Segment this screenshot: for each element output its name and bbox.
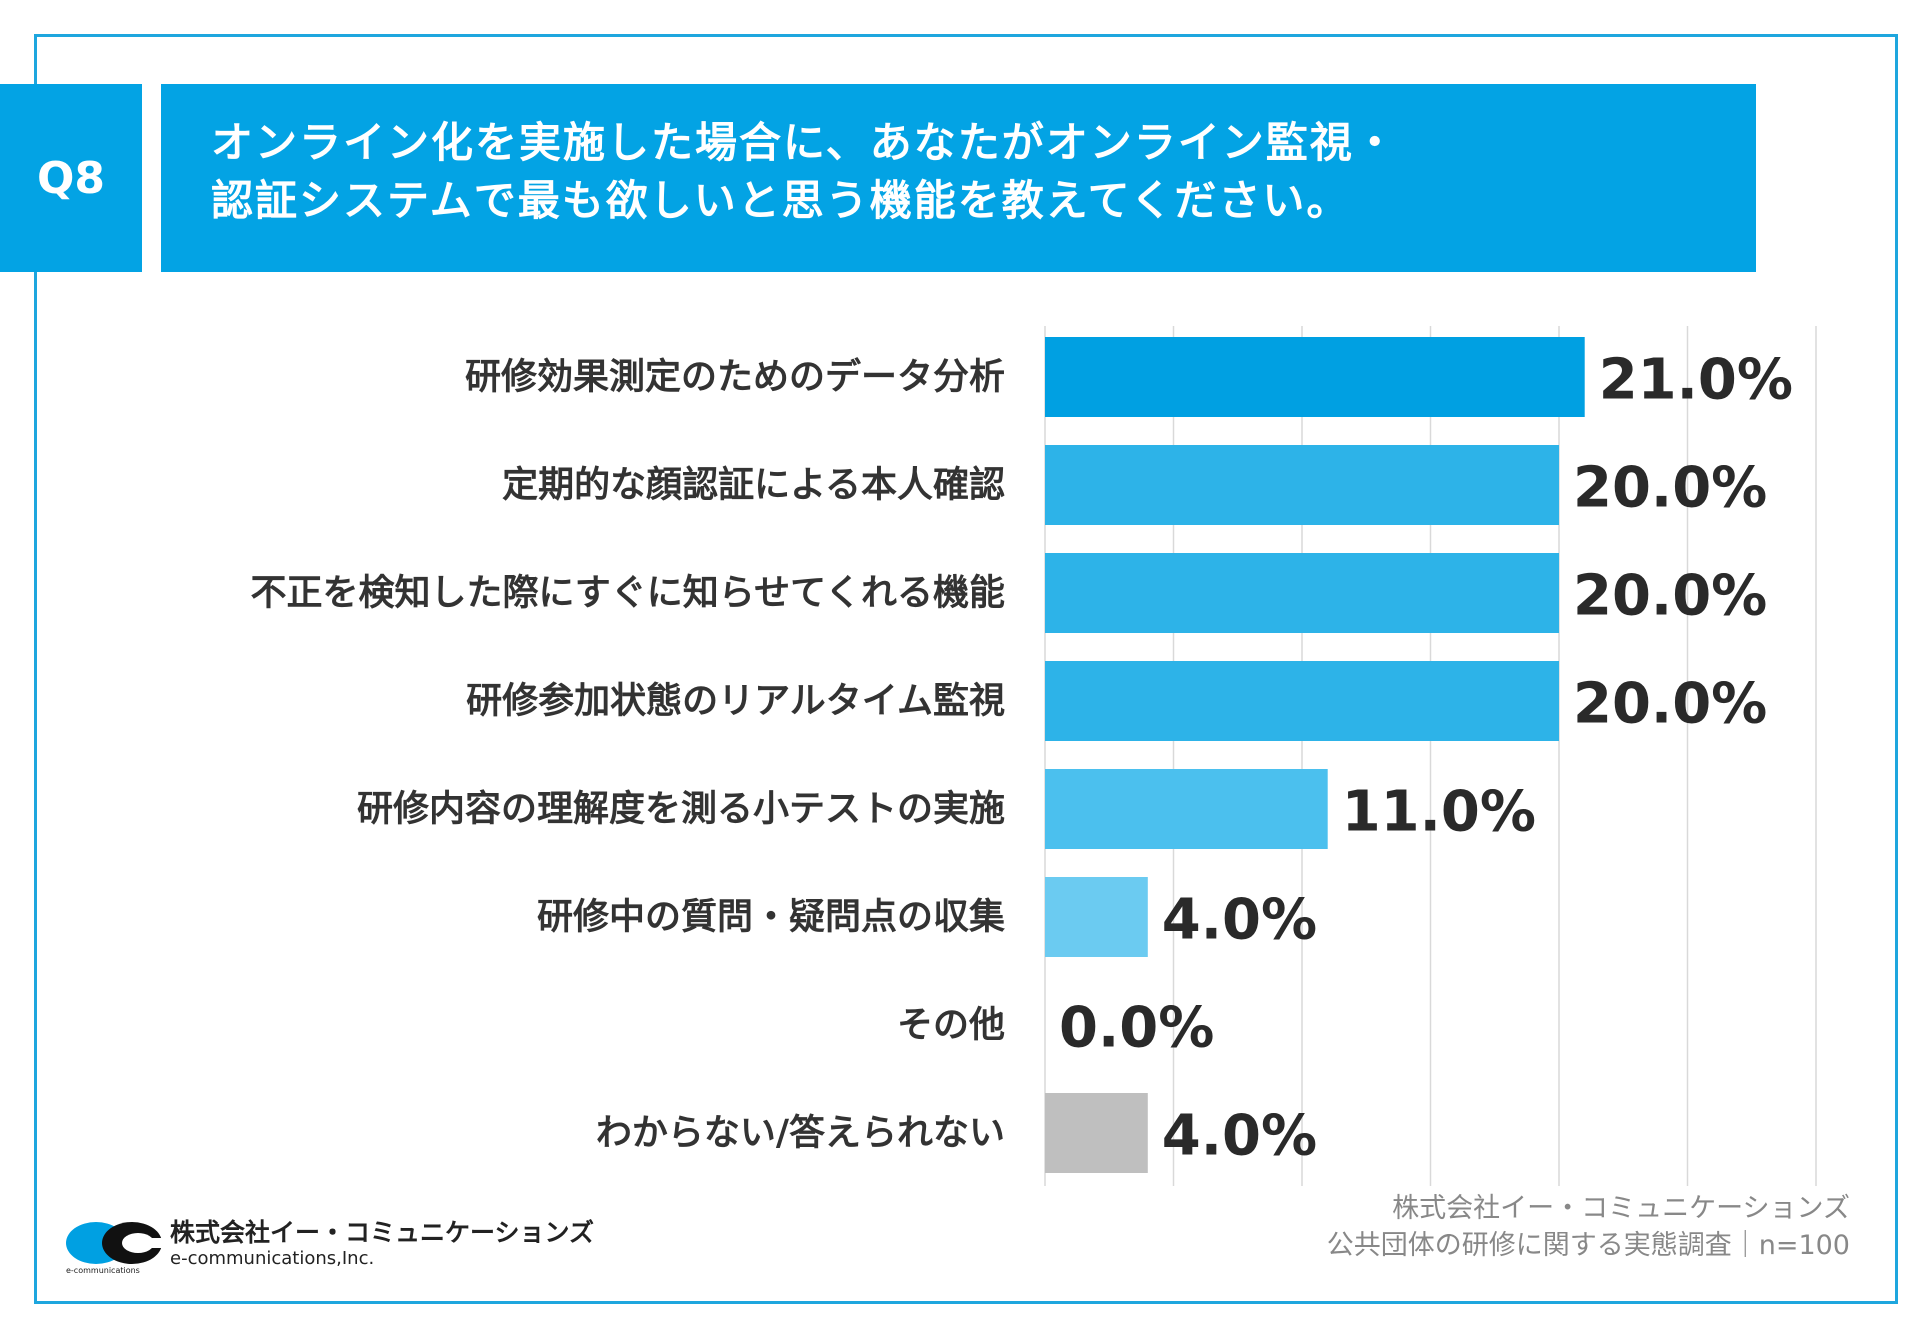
question-text-line-2: 認証システムで最も欲しいと思う機能を教えてください。 [211,176,1351,225]
company-logo [66,1222,176,1264]
value-label: 20.0% [1573,564,1767,629]
footer-credit: 株式会社イー・コミュニケーションズ 公共団体の研修に関する実態調査｜n=100 [1327,1190,1850,1264]
value-label: 0.0% [1059,996,1214,1061]
bar [1045,553,1559,633]
category-label: 研修効果測定のためのデータ分析 [465,356,1005,398]
category-label: わからない/答えられない [596,1113,1005,1154]
category-labels: 研修効果測定のためのデータ分析定期的な顔認証による本人確認不正を検知した際にすぐ… [250,356,1005,1154]
bar [1045,337,1585,417]
category-label: 研修参加状態のリアルタイム監視 [466,681,1005,722]
logo-company-en: e-communications,Inc. [170,1248,375,1269]
logo-text: 株式会社イー・コミュニケーションズ e-communications,Inc. [170,1218,594,1270]
bar [1045,877,1148,957]
logo-c-opening [144,1238,176,1248]
category-label: 研修中の質問・疑問点の収集 [537,897,1005,938]
value-label: 20.0% [1573,456,1767,521]
category-label: 不正を検知した際にすぐに知らせてくれる機能 [250,573,1005,614]
question-text-line-1: オンライン化を実施した場合に、あなたがオンライン監視・ [211,118,1398,167]
logo-company-jp: 株式会社イー・コミュニケーションズ [170,1218,595,1247]
value-label: 4.0% [1162,888,1317,953]
category-label: 定期的な顔認証による本人確認 [502,465,1005,506]
category-label: その他 [897,1005,1005,1046]
question-banner: オンライン化を実施した場合に、あなたがオンライン監視・ 認証システムで最も欲しい… [161,84,1756,272]
bar [1045,1093,1148,1173]
bar [1045,445,1559,525]
question-number-badge: Q8 [0,84,142,272]
category-label: 研修内容の理解度を測る小テストの実施 [357,789,1005,830]
credit-company: 株式会社イー・コミュニケーションズ [1392,1193,1850,1224]
value-labels: 21.0% 20.0% 20.0% 20.0% 11.0% 4.0% 0.0% 4.0% [1059,348,1793,1169]
value-label: 11.0% [1342,780,1536,845]
credit-survey: 公共団体の研修に関する実態調査｜n=100 [1326,1230,1850,1261]
bar [1045,769,1328,849]
frame-border [34,34,1898,1304]
value-label: 21.0% [1599,348,1793,413]
logo-tagline: e-communications [66,1266,140,1275]
bar [1045,661,1559,741]
value-label: 4.0% [1162,1104,1317,1169]
value-label: 20.0% [1573,672,1767,737]
bars [1045,337,1585,1173]
question-number: Q8 [36,152,106,204]
